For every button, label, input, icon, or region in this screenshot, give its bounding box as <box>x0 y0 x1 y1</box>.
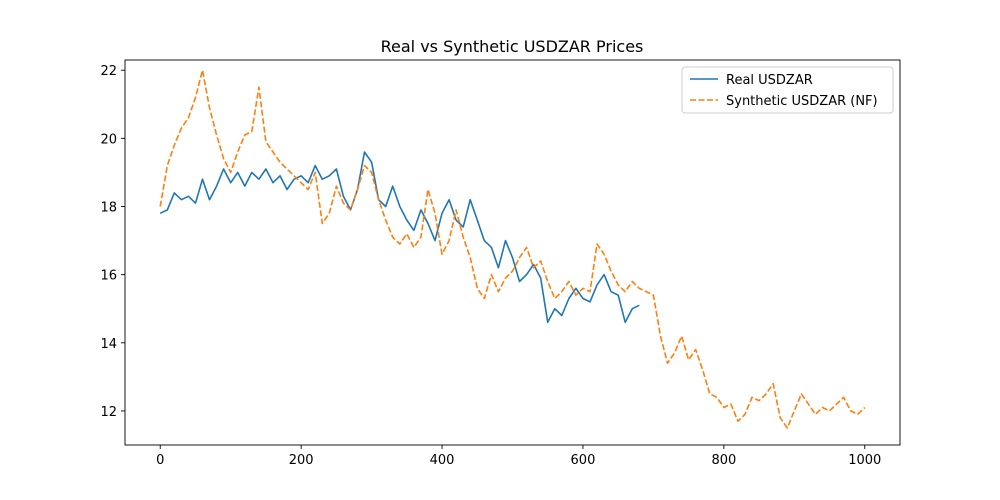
y-tick-label: 20 <box>100 132 117 147</box>
x-tick-label: 1000 <box>848 453 881 468</box>
legend: Real USDZAR Synthetic USDZAR (NF) <box>681 66 894 114</box>
legend-label-1: Real USDZAR <box>726 73 813 88</box>
x-tick-label: 400 <box>430 453 455 468</box>
x-tick-label: 200 <box>289 453 314 468</box>
y-tick-label: 14 <box>100 337 117 352</box>
chart-title: Real vs Synthetic USDZAR Prices <box>381 37 644 56</box>
series-line-2 <box>159 69 866 429</box>
x-tick-label: 600 <box>571 453 596 468</box>
y-tick-label: 22 <box>100 64 117 79</box>
series-line-1 <box>159 151 640 324</box>
legend-label-2: Synthetic USDZAR (NF) <box>726 94 878 109</box>
y-tick-label: 16 <box>100 269 117 284</box>
axes: 0 200 400 600 800 1000 12 14 16 18 20 22 <box>100 59 901 468</box>
x-tick-label: 800 <box>711 453 736 468</box>
plot-area <box>159 69 866 429</box>
x-tick-label: 0 <box>156 453 164 468</box>
y-tick-label: 18 <box>100 201 117 216</box>
y-tick-label: 12 <box>100 405 117 420</box>
axes-frame <box>124 59 901 446</box>
legend-box <box>681 66 894 114</box>
